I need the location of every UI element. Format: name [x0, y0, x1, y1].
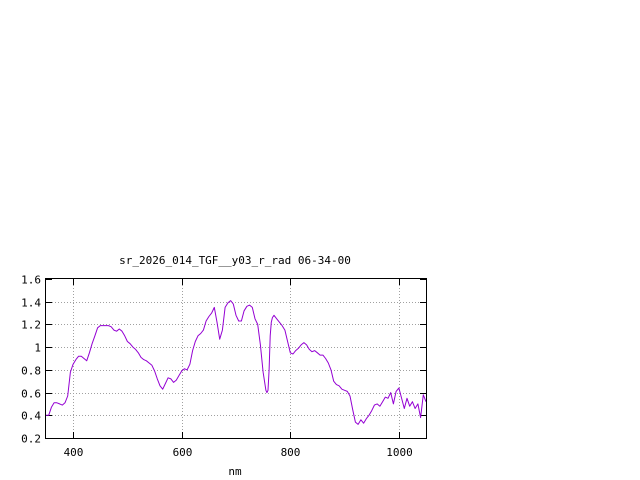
chart-title: sr_2026_014_TGF__y03_r_rad 06-34-00	[119, 254, 351, 267]
y-tick-label: 0.4	[21, 410, 41, 423]
y-tick-label: 1.2	[21, 319, 41, 332]
y-tick-label: 1	[34, 342, 41, 355]
plot-frame	[45, 278, 427, 439]
x-tick-label: 400	[64, 446, 84, 459]
y-tick-label: 1.6	[21, 274, 41, 287]
plot-series	[46, 300, 427, 425]
y-tick-label: 0.8	[21, 365, 41, 378]
axis-ticks: 0.2 0.4 0.6 0.8 1 1.2 1.4 1.6 400 600 800 1000	[21, 274, 426, 459]
x-axis-label: nm	[228, 465, 242, 478]
series-line-0	[46, 300, 427, 425]
x-tick-label: 1000	[386, 446, 413, 459]
x-tick-label: 800	[281, 446, 301, 459]
x-tick-label: 600	[173, 446, 193, 459]
y-tick-label: 0.2	[21, 433, 41, 446]
y-tick-label: 1.4	[21, 297, 41, 310]
y-tick-label: 0.6	[21, 388, 41, 401]
grid-lines	[46, 279, 426, 438]
